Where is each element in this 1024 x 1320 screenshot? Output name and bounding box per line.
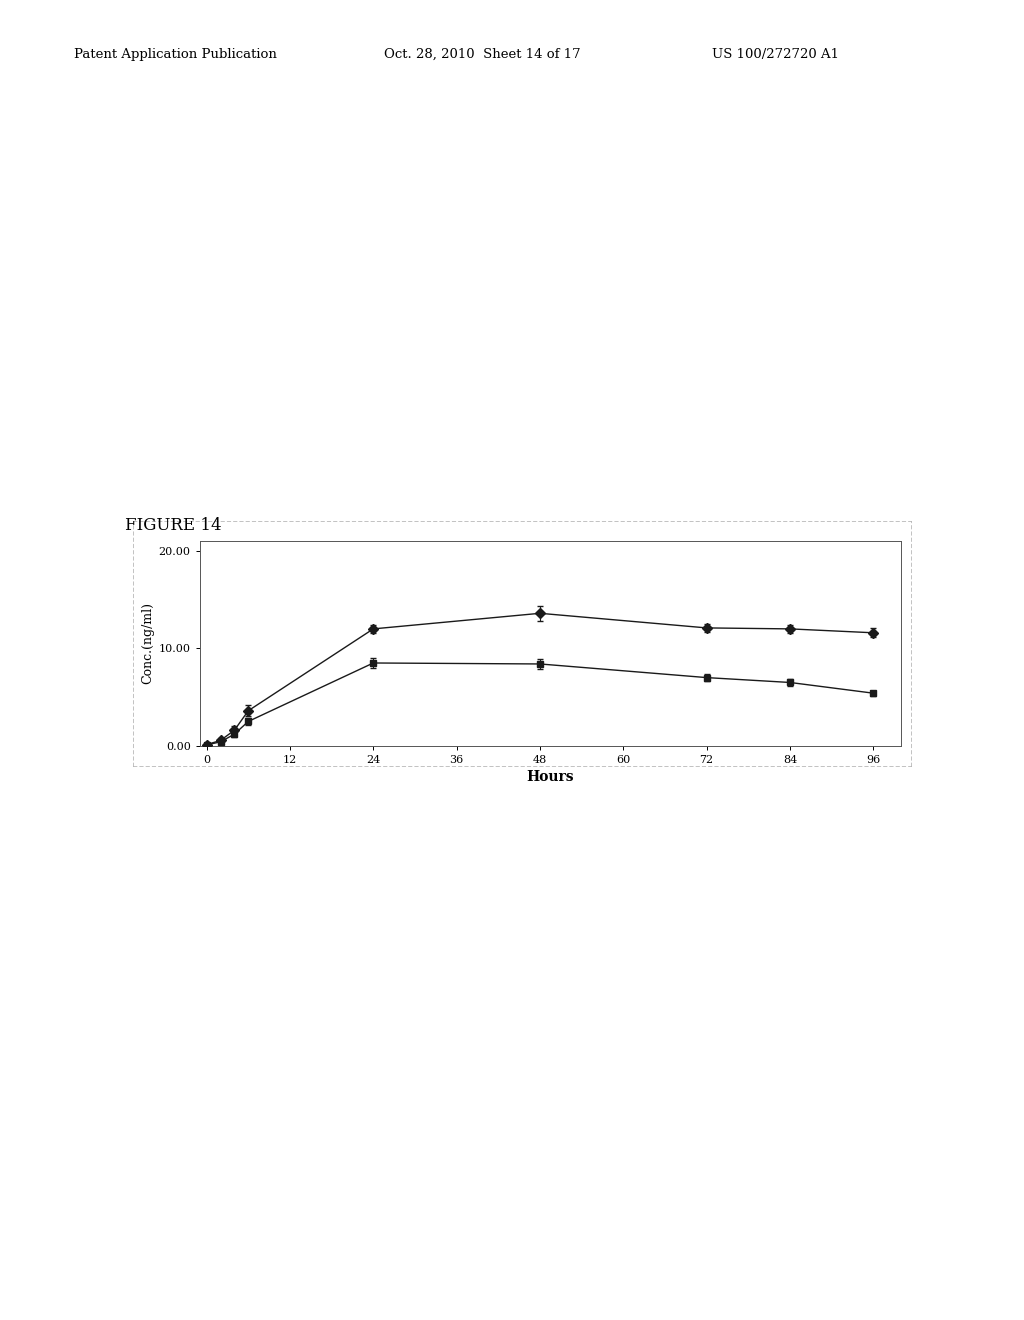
Text: US 100/272720 A1: US 100/272720 A1 xyxy=(712,48,839,61)
Text: FIGURE 14: FIGURE 14 xyxy=(125,517,221,535)
X-axis label: Hours: Hours xyxy=(526,771,574,784)
Y-axis label: Conc.(ng/ml): Conc.(ng/ml) xyxy=(141,602,155,685)
Text: Oct. 28, 2010  Sheet 14 of 17: Oct. 28, 2010 Sheet 14 of 17 xyxy=(384,48,581,61)
Text: Patent Application Publication: Patent Application Publication xyxy=(74,48,276,61)
